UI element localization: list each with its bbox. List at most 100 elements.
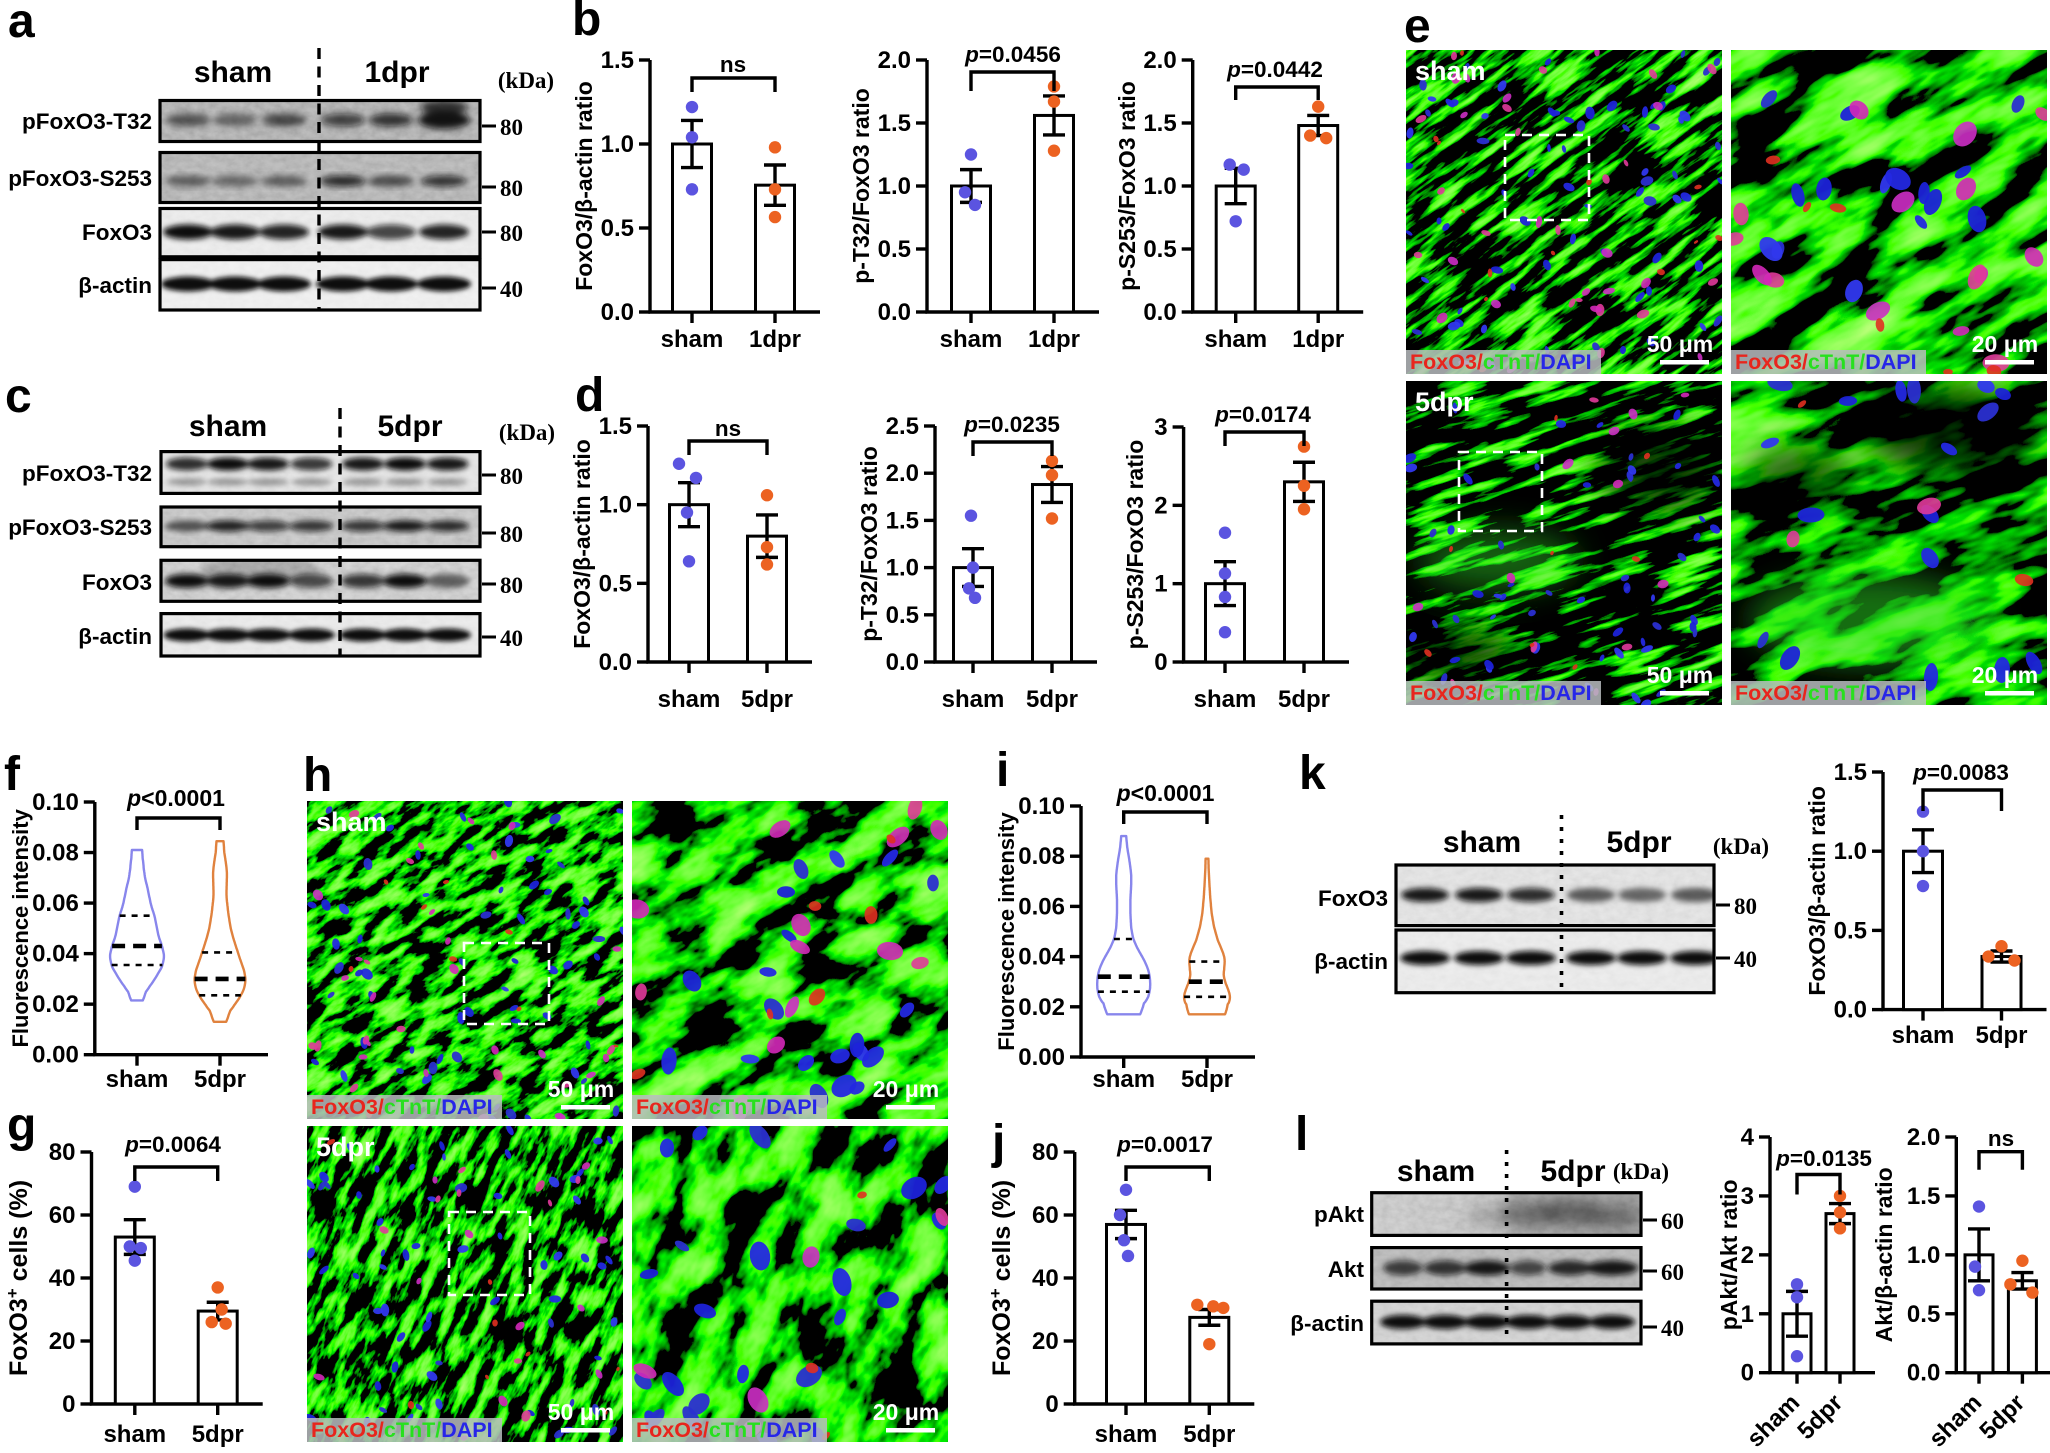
svg-text:80: 80 — [49, 1139, 76, 1166]
svg-text:5dpr: 5dpr — [316, 1132, 375, 1162]
svg-text:sham: sham — [1397, 1155, 1475, 1188]
svg-text:80: 80 — [500, 573, 523, 598]
svg-text:sham: sham — [1892, 1022, 1955, 1049]
svg-text:ns: ns — [715, 416, 741, 441]
svg-text:20 μm: 20 μm — [873, 1076, 940, 1102]
svg-text:0.02: 0.02 — [32, 991, 79, 1018]
svg-text:0.06: 0.06 — [32, 890, 79, 917]
svg-text:50 μm: 50 μm — [548, 1399, 615, 1425]
svg-text:k: k — [1299, 747, 1326, 800]
svg-text:1.0: 1.0 — [601, 131, 634, 158]
svg-text:p=0.0456: p=0.0456 — [964, 42, 1061, 67]
svg-text:β-actin: β-actin — [1314, 949, 1388, 974]
svg-text:e: e — [1404, 0, 1431, 53]
svg-text:j: j — [991, 1116, 1005, 1169]
svg-text:0: 0 — [1045, 1391, 1058, 1418]
svg-text:40: 40 — [49, 1265, 76, 1292]
svg-text:Akt/β-actin ratio: Akt/β-actin ratio — [1871, 1167, 1897, 1342]
svg-text:40: 40 — [1661, 1316, 1684, 1341]
svg-text:pAkt: pAkt — [1314, 1202, 1365, 1227]
svg-text:(kDa): (kDa) — [1713, 834, 1769, 859]
svg-text:0.0: 0.0 — [599, 649, 632, 676]
svg-text:5dpr: 5dpr — [1415, 387, 1474, 417]
svg-text:0.5: 0.5 — [1143, 236, 1176, 263]
svg-text:5dpr: 5dpr — [1026, 686, 1078, 713]
svg-text:1.0: 1.0 — [1143, 173, 1176, 200]
svg-text:a: a — [8, 0, 35, 48]
svg-text:3: 3 — [1741, 1183, 1754, 1210]
svg-text:β-actin: β-actin — [1290, 1311, 1364, 1336]
svg-text:1.5: 1.5 — [1834, 759, 1867, 786]
svg-text:80: 80 — [500, 522, 523, 547]
svg-text:FoxO3/β-actin ratio: FoxO3/β-actin ratio — [569, 439, 595, 649]
svg-text:0.08: 0.08 — [1018, 843, 1065, 870]
svg-text:p=0.0064: p=0.0064 — [124, 1132, 221, 1157]
svg-text:d: d — [575, 369, 604, 422]
svg-text:0.04: 0.04 — [32, 941, 79, 968]
svg-text:FoxO3: FoxO3 — [82, 570, 152, 595]
svg-text:1: 1 — [1741, 1301, 1754, 1328]
svg-text:ns: ns — [1988, 1126, 2014, 1151]
svg-text:p-S253/FoxO3 ratio: p-S253/FoxO3 ratio — [1114, 81, 1140, 291]
svg-text:50 μm: 50 μm — [1647, 331, 1714, 357]
svg-text:40: 40 — [500, 626, 523, 651]
svg-text:60: 60 — [1661, 1209, 1684, 1234]
svg-text:1: 1 — [1154, 571, 1167, 598]
svg-text:sham: sham — [103, 1421, 166, 1448]
svg-text:sham: sham — [316, 807, 387, 837]
svg-text:FoxO3/β-actin ratio: FoxO3/β-actin ratio — [1804, 786, 1830, 996]
svg-text:40: 40 — [1734, 947, 1757, 972]
svg-text:5dpr: 5dpr — [1181, 1066, 1233, 1093]
svg-text:0.10: 0.10 — [32, 789, 79, 816]
svg-text:20 μm: 20 μm — [1972, 662, 2039, 688]
svg-text:ns: ns — [720, 52, 746, 77]
svg-text:(kDa): (kDa) — [499, 420, 555, 445]
svg-text:5dpr: 5dpr — [194, 1066, 246, 1093]
svg-text:Akt: Akt — [1328, 1257, 1365, 1282]
svg-text:60: 60 — [1661, 1260, 1684, 1285]
svg-text:sham: sham — [1092, 1066, 1155, 1093]
svg-text:0.04: 0.04 — [1018, 944, 1065, 971]
svg-text:i: i — [996, 744, 1009, 797]
svg-text:0.0: 0.0 — [1143, 299, 1176, 326]
svg-text:5dpr: 5dpr — [192, 1421, 244, 1448]
svg-text:FoxO3/cTnT/DAPI: FoxO3/cTnT/DAPI — [1735, 681, 1917, 705]
svg-text:5dpr: 5dpr — [1183, 1421, 1235, 1448]
svg-text:2.0: 2.0 — [1907, 1124, 1940, 1151]
svg-text:60: 60 — [49, 1202, 76, 1229]
svg-text:80: 80 — [500, 176, 523, 201]
svg-text:20: 20 — [49, 1328, 76, 1355]
svg-text:5dpr: 5dpr — [1975, 1022, 2027, 1049]
svg-text:p=0.0017: p=0.0017 — [1116, 1132, 1213, 1157]
svg-text:FoxO3/cTnT/DAPI: FoxO3/cTnT/DAPI — [1410, 350, 1592, 374]
svg-text:5dpr: 5dpr — [1278, 686, 1330, 713]
svg-text:p=0.0235: p=0.0235 — [963, 412, 1060, 437]
svg-text:0.0: 0.0 — [601, 299, 634, 326]
svg-text:0.5: 0.5 — [1834, 917, 1867, 944]
svg-text:Fluorescence intensity: Fluorescence intensity — [8, 808, 33, 1047]
svg-text:2: 2 — [1741, 1242, 1754, 1269]
svg-text:1.5: 1.5 — [601, 47, 634, 74]
svg-text:2.5: 2.5 — [886, 413, 919, 440]
svg-text:(kDa): (kDa) — [498, 68, 554, 93]
svg-text:β-actin: β-actin — [78, 624, 152, 649]
svg-text:3: 3 — [1154, 414, 1167, 441]
svg-text:β-actin: β-actin — [78, 273, 152, 298]
svg-text:0.00: 0.00 — [32, 1042, 79, 1069]
svg-text:80: 80 — [1734, 894, 1757, 919]
svg-text:sham: sham — [1415, 56, 1486, 86]
svg-text:pFoxO3-T32: pFoxO3-T32 — [22, 461, 152, 486]
svg-text:0.0: 0.0 — [1834, 997, 1867, 1024]
svg-text:0.08: 0.08 — [32, 840, 79, 867]
svg-text:50 μm: 50 μm — [1647, 662, 1714, 688]
svg-text:80: 80 — [500, 115, 523, 140]
svg-text:FoxO3+ cells (%): FoxO3+ cells (%) — [986, 1180, 1016, 1376]
svg-text:2: 2 — [1154, 492, 1167, 519]
svg-text:60: 60 — [1032, 1202, 1059, 1229]
svg-text:(kDa): (kDa) — [1613, 1159, 1669, 1184]
svg-text:FoxO3+ cells (%): FoxO3+ cells (%) — [3, 1180, 33, 1376]
svg-text:1.0: 1.0 — [1907, 1242, 1940, 1269]
svg-text:g: g — [7, 1099, 36, 1152]
svg-text:0.5: 0.5 — [886, 602, 919, 629]
svg-text:0.0: 0.0 — [1907, 1360, 1940, 1387]
